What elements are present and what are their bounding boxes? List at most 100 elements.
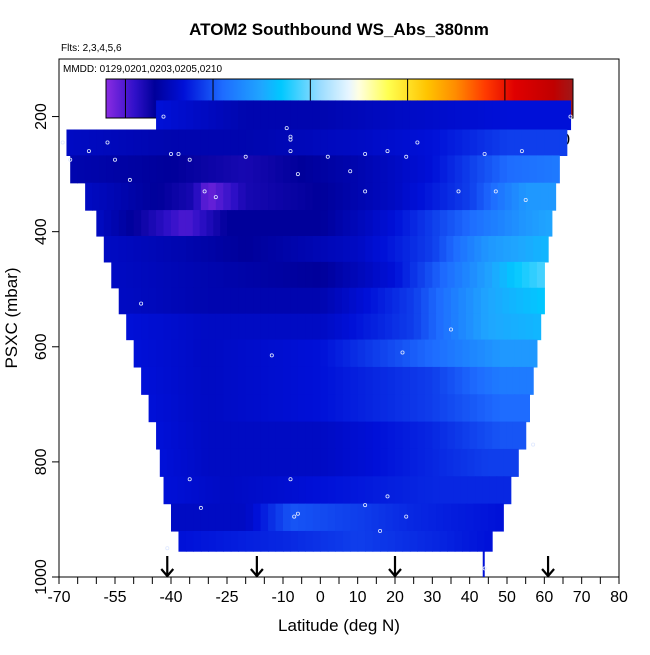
data-cell	[223, 287, 232, 315]
data-cell	[387, 339, 396, 368]
data-cell	[454, 261, 463, 289]
data-cell	[185, 129, 194, 157]
data-cell	[253, 182, 262, 211]
data-cell	[327, 448, 336, 477]
data-cell	[372, 210, 381, 237]
data-cell	[454, 421, 463, 450]
data-cell	[200, 100, 209, 131]
data-cell	[268, 421, 277, 450]
data-cell	[238, 261, 247, 289]
data-cell	[372, 339, 381, 368]
data-marker	[284, 126, 289, 131]
data-cell	[446, 448, 454, 477]
data-cell	[178, 366, 187, 395]
data-cell	[542, 100, 550, 131]
data-cell	[126, 313, 135, 341]
data-cell	[387, 421, 396, 450]
data-cell	[432, 394, 441, 423]
data-marker	[86, 149, 91, 154]
data-cell	[380, 448, 389, 477]
data-cell	[453, 448, 461, 477]
data-cell	[484, 155, 493, 184]
data-cell	[521, 339, 530, 368]
data-cell	[462, 182, 471, 211]
data-cell	[428, 287, 437, 315]
data-cell	[424, 476, 433, 505]
data-cell	[439, 155, 448, 184]
data-cell	[424, 210, 433, 237]
data-cell	[436, 503, 445, 532]
data-cell	[118, 235, 127, 263]
data-cell	[380, 261, 389, 289]
data-cell	[395, 421, 404, 450]
data-cell	[290, 129, 299, 157]
data-cell	[253, 394, 262, 423]
data-cell	[469, 129, 478, 157]
data-cell	[476, 210, 485, 237]
data-cell	[91, 155, 100, 184]
flights-note: Flts: 2,3,4,5,6	[61, 43, 122, 54]
data-cell	[432, 182, 441, 211]
data-cell	[443, 503, 452, 532]
data-cell	[409, 129, 418, 157]
data-cell	[170, 476, 179, 505]
data-cell	[253, 530, 262, 552]
data-cell	[342, 129, 351, 157]
data-cell	[521, 155, 530, 184]
data-cell	[424, 366, 433, 395]
data-cell	[126, 210, 135, 237]
data-cell	[208, 366, 217, 395]
data-cell	[178, 210, 187, 237]
data-cell	[439, 182, 448, 211]
x-tick-label: 10	[349, 589, 367, 606]
data-cell	[215, 155, 224, 184]
data-cell	[335, 210, 344, 237]
data-cell	[199, 210, 208, 237]
data-cell	[297, 394, 306, 423]
y-tick-label: 1000	[33, 559, 50, 595]
data-cell	[454, 366, 463, 395]
data-marker	[161, 114, 166, 119]
data-cell	[230, 100, 239, 131]
data-cell	[451, 313, 460, 341]
data-cell	[499, 129, 508, 157]
data-marker	[60, 140, 65, 145]
data-markers	[60, 114, 573, 571]
data-marker	[292, 514, 297, 519]
data-cell	[230, 503, 239, 532]
data-cell	[133, 339, 142, 368]
data-cell	[473, 503, 482, 532]
data-cell	[516, 287, 524, 315]
data-cell	[432, 530, 441, 552]
data-cell	[432, 210, 441, 237]
data-cell	[245, 530, 254, 552]
data-cell	[447, 530, 456, 552]
data-cell	[439, 210, 448, 237]
data-cell	[163, 235, 172, 263]
data-cell	[118, 261, 127, 289]
data-cell	[193, 421, 202, 450]
data-cell	[409, 448, 418, 477]
data-cell	[260, 313, 269, 341]
data-cell	[526, 366, 534, 395]
data-cell	[510, 235, 519, 263]
data-cell	[180, 448, 189, 477]
data-cell	[215, 100, 224, 131]
data-cell	[283, 100, 292, 131]
data-cell	[230, 235, 239, 263]
data-cell	[200, 287, 209, 315]
data-cell	[260, 394, 269, 423]
data-cell	[395, 339, 404, 368]
data-cell	[432, 100, 441, 131]
data-cell	[357, 129, 366, 157]
data-cell	[529, 339, 538, 368]
data-marker	[295, 511, 300, 516]
data-cell	[357, 394, 366, 423]
data-cell	[245, 129, 254, 157]
data-cell	[409, 235, 418, 263]
data-cell	[253, 129, 262, 157]
data-cell	[432, 261, 441, 289]
data-cell	[402, 339, 411, 368]
data-cell	[503, 476, 512, 505]
